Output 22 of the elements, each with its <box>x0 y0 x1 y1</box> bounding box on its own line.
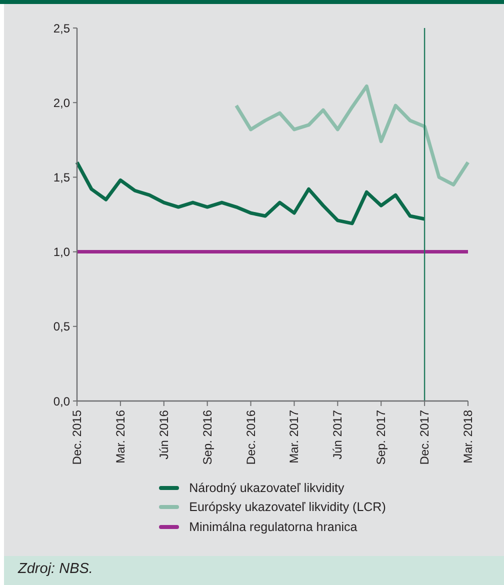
legend-label: Minimálna regulatorna hranica <box>189 520 358 534</box>
y-tick-label: 0,0 <box>53 394 70 408</box>
x-tick-label: Sep. 2016 <box>200 410 214 465</box>
x-tick-label: Mar. 2016 <box>113 410 128 464</box>
legend-label: Národný ukazovateľ likvidity <box>189 480 344 495</box>
y-tick-label: 2,5 <box>53 21 70 36</box>
x-tick-label: Jún 2016 <box>156 410 171 460</box>
y-tick-label: 1,0 <box>53 245 70 260</box>
y-tick-label: 0,5 <box>53 320 70 334</box>
x-tick-label: Mar. 2017 <box>287 410 302 464</box>
y-tick-label: 1,5 <box>53 170 70 184</box>
line-series <box>234 84 470 186</box>
legend-label: Európsky ukazovateľ likvidity (LCR) <box>189 500 386 514</box>
line-series <box>75 160 426 226</box>
x-tick-label: Mar. 2018 <box>461 410 475 464</box>
x-tick-label: Dec. 2017 <box>418 410 432 465</box>
y-tick-label: 2,0 <box>53 96 70 110</box>
x-tick-label: Dec. 2016 <box>244 410 258 465</box>
x-tick-label: Sep. 2017 <box>374 410 388 465</box>
x-tick-label: Jún 2017 <box>330 410 345 460</box>
text: Zdroj: NBS. <box>18 561 93 577</box>
x-tick-label: Dec. 2015 <box>70 410 84 465</box>
